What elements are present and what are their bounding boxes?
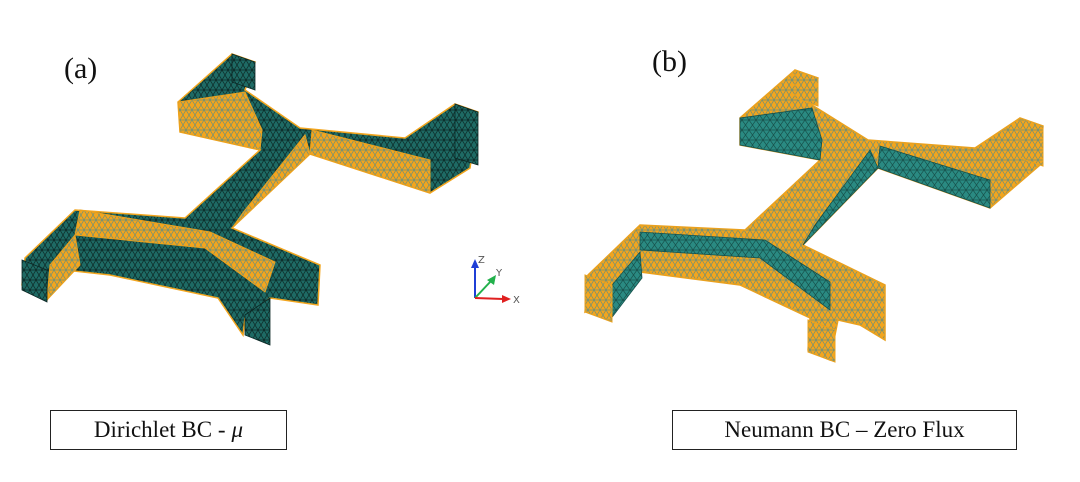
- mesh-b-side-face-3: [802, 149, 879, 246]
- axis-x-label: X: [513, 295, 520, 306]
- mesh-b-top-face: [584, 69, 1044, 362]
- axis-z-label: Z: [478, 255, 485, 266]
- axis-x-arrowhead: [502, 295, 511, 303]
- mesh-a-side-face-1: [177, 91, 263, 151]
- mesh-a-side-face-3: [231, 133, 311, 229]
- panel-b-label: (b): [652, 45, 687, 78]
- mesh-b-side-face-4: [639, 231, 831, 311]
- caption-b-text: Neumann BC – Zero Flux: [724, 417, 965, 442]
- mesh-a-end-cap-4: [231, 53, 256, 91]
- caption-box-a: Dirichlet BC - μ: [50, 410, 287, 450]
- axis-y-line: [474, 280, 492, 299]
- mesh-b-end-cap-2: [807, 319, 836, 363]
- mesh-model-a: [21, 53, 479, 346]
- mesh-b-side-face-1: [739, 107, 823, 161]
- axis-y-label: Y: [495, 268, 503, 279]
- mesh-a-side-face-4: [74, 209, 276, 293]
- axis-z-arrowhead: [471, 259, 479, 268]
- mesh-b-end-cap-4: [794, 69, 819, 107]
- axis-x-line: [474, 297, 504, 300]
- mesh-a-side-face-5: [46, 233, 81, 302]
- mesh-b-end-cap-3: [1019, 117, 1044, 167]
- mesh-model-b: [584, 69, 1044, 363]
- mesh-a-end-cap-3: [454, 103, 479, 166]
- caption-a-symbol: μ: [231, 417, 244, 442]
- axis-triad: Z Y X: [471, 255, 520, 306]
- mesh-b-side-face-2: [877, 145, 991, 209]
- mesh-a-end-cap-1: [21, 259, 48, 303]
- panel-a-label: (a): [64, 52, 98, 85]
- mesh-a-side-face-2: [309, 129, 431, 194]
- mesh-a-end-cap-2: [244, 297, 271, 346]
- caption-box-b: Neumann BC – Zero Flux: [672, 410, 1017, 450]
- mesh-b-end-cap-1: [584, 274, 613, 323]
- mesh-a-top-face: [21, 53, 479, 338]
- caption-a-text: Dirichlet BC -: [93, 417, 226, 442]
- axis-y-arrowhead: [487, 275, 496, 285]
